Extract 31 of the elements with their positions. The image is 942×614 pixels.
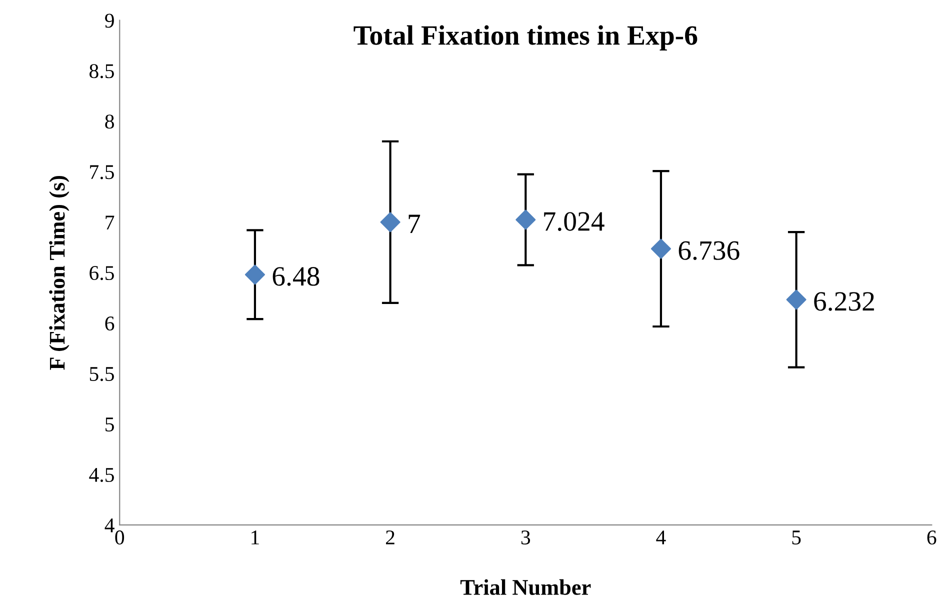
y-tick-label: 8.5	[90, 64, 114, 78]
x-axis-title: Trial Number	[460, 579, 591, 595]
x-tick-label: 1	[252, 530, 259, 544]
y-tick-label: 4.5	[89, 468, 114, 482]
x-tick-label: 5	[792, 530, 801, 544]
y-tick-label: 7	[106, 216, 114, 230]
point	[380, 212, 400, 232]
point	[244, 264, 265, 285]
y-tick-label: 9	[105, 14, 114, 28]
point	[650, 238, 671, 259]
chart-title: Total Fixation times in Exp-6	[354, 25, 698, 50]
x-tick-label: 0	[115, 530, 124, 544]
point	[786, 290, 806, 310]
y-tick-label: 8	[105, 114, 114, 129]
x-tick-label: 4	[656, 530, 666, 544]
y-tick-label: 6	[105, 316, 114, 331]
y-axis-title: F (Fixation Time) (s)	[49, 176, 70, 370]
y-tick-label: 5	[106, 418, 114, 432]
y-tick-label: 4	[104, 518, 114, 532]
data-label: 7.024	[544, 212, 604, 231]
data-label: 6.232	[814, 292, 874, 311]
x-tick-label: 2	[386, 530, 394, 544]
x-tick-label: 6	[927, 530, 936, 544]
data-label: 7	[408, 214, 420, 233]
y-tick-label: 7.5	[90, 165, 114, 180]
y-tick-label: 5.5	[90, 367, 114, 382]
x-tick-label: 3	[521, 530, 530, 544]
data-label: 6.736	[678, 241, 740, 260]
y-tick-label: 6.5	[90, 266, 114, 280]
data-label: 6.48	[272, 267, 320, 286]
point	[516, 210, 536, 230]
